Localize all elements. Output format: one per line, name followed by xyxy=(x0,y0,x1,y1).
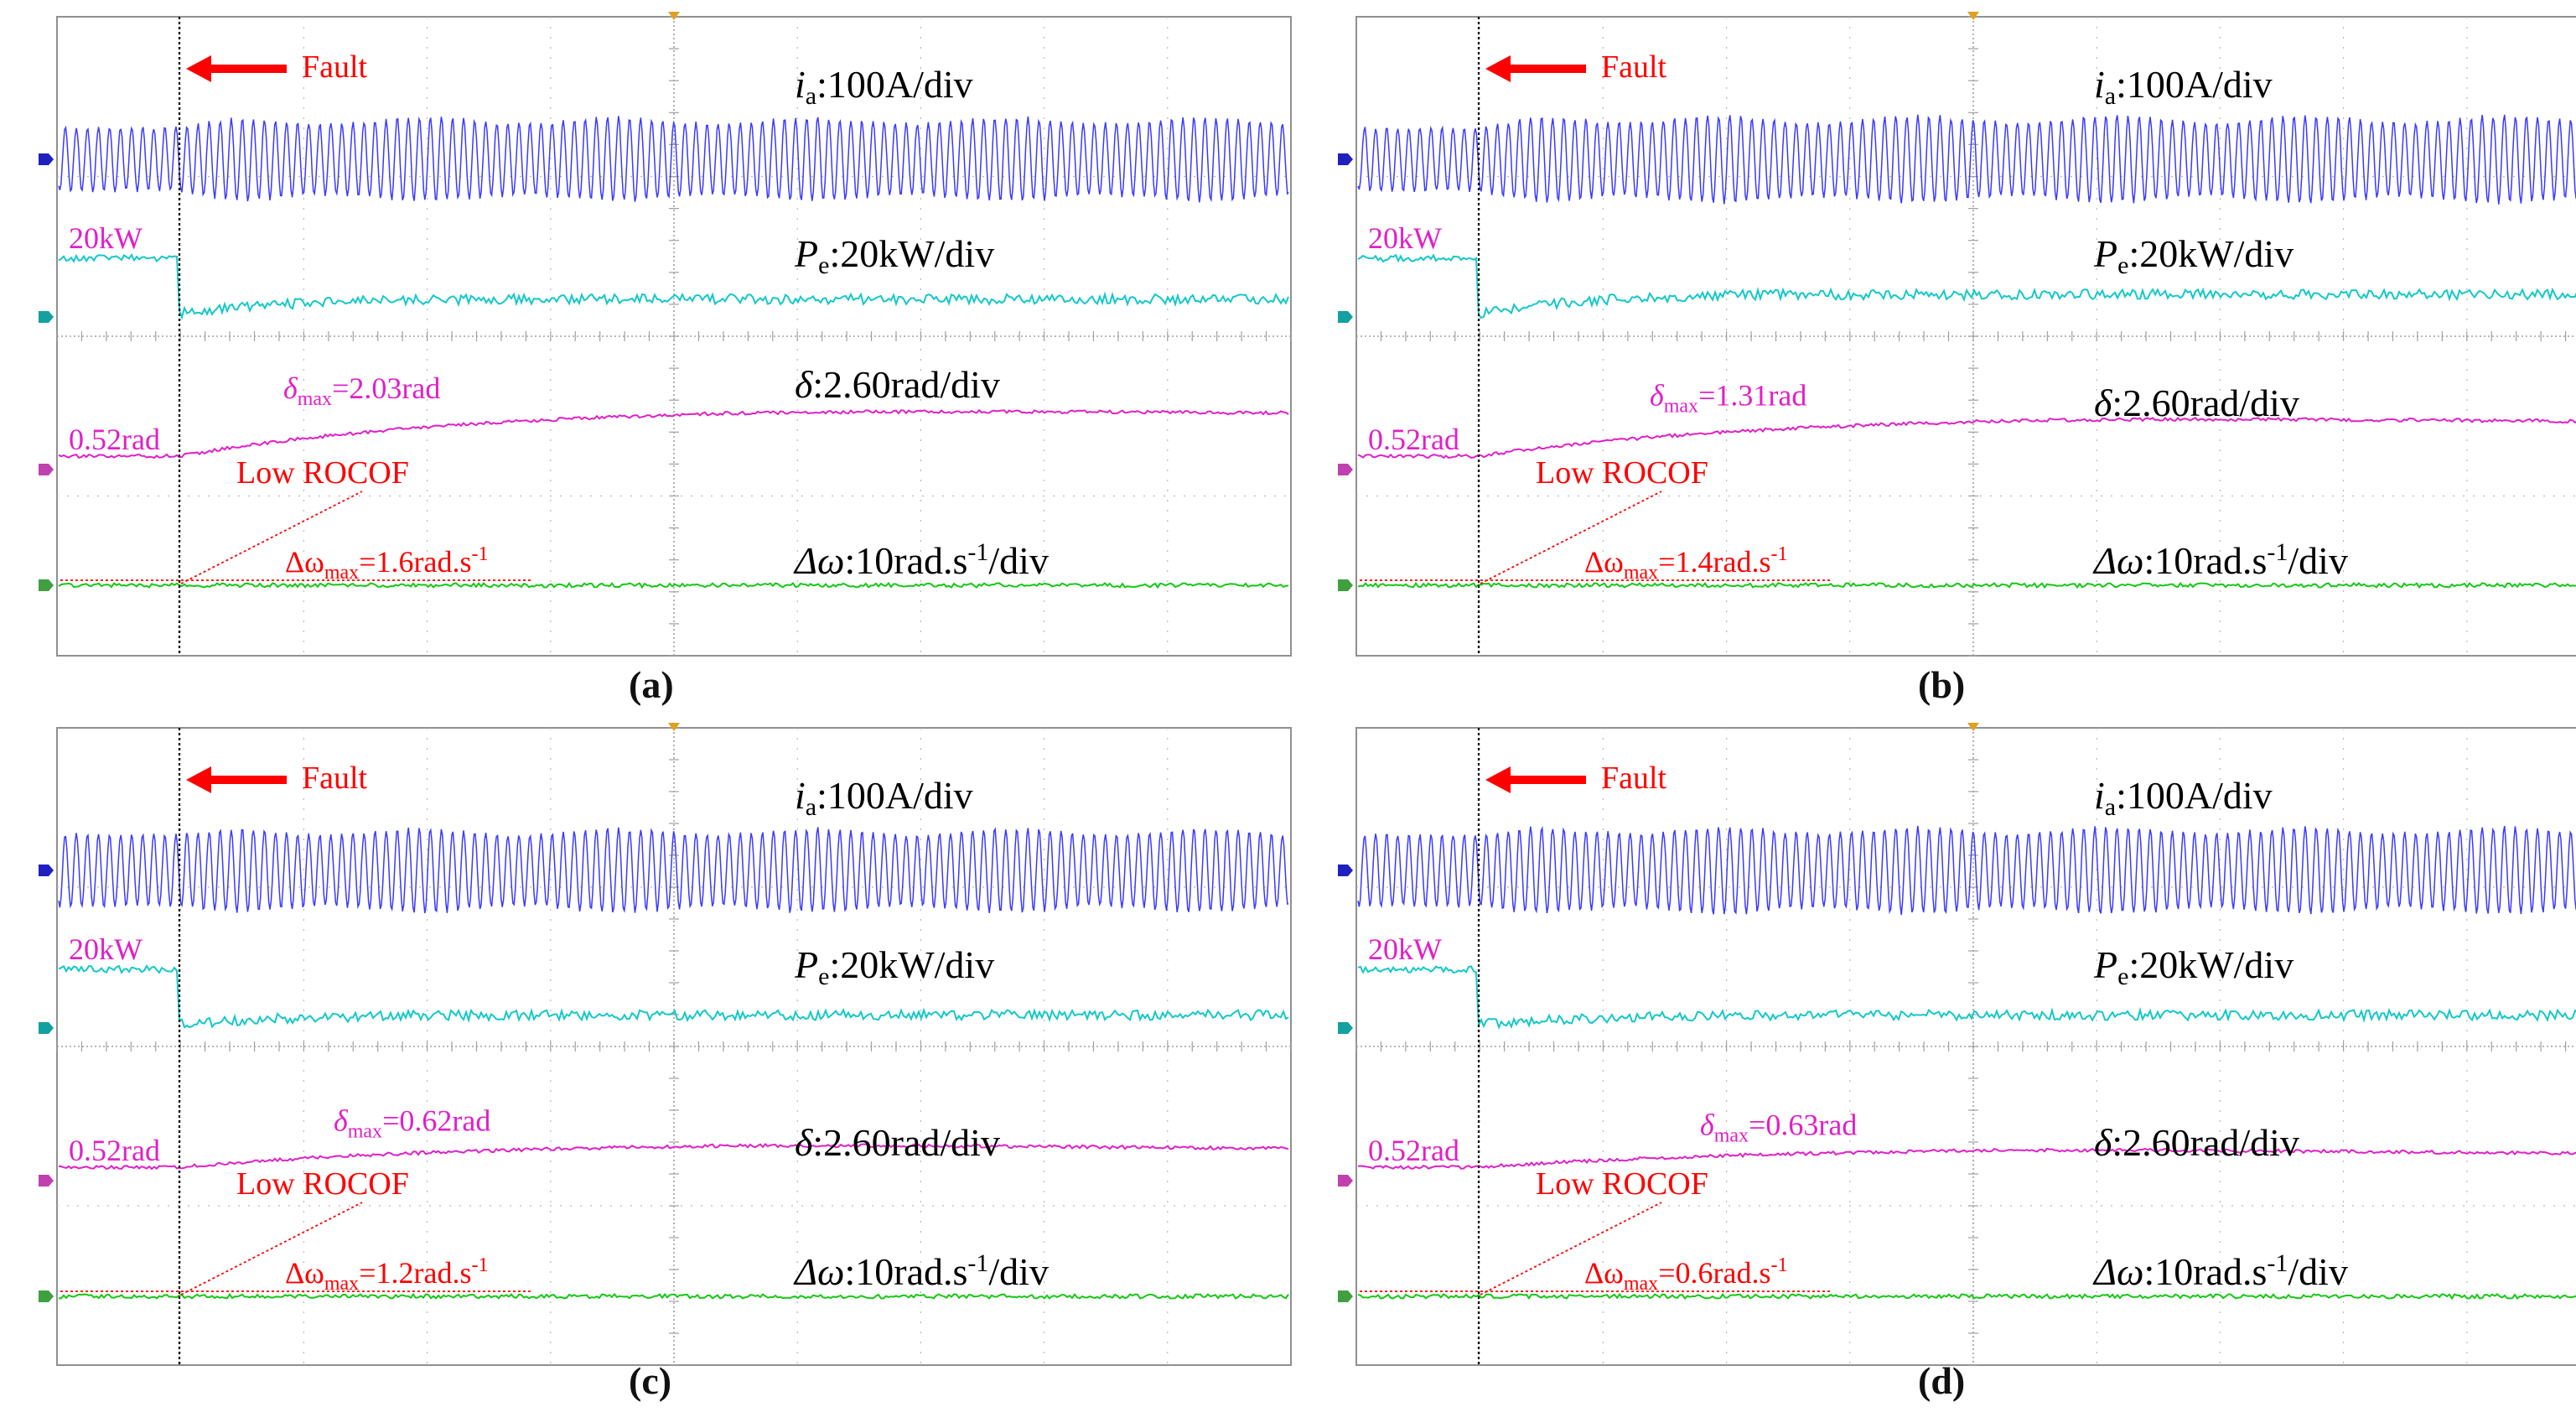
omega-max-label: Δωmax=0.6rad.s-1 xyxy=(1584,1254,1787,1295)
delta-trace xyxy=(58,408,1289,460)
delta-max-label: δmax=2.03rad xyxy=(283,371,440,410)
delta-trace xyxy=(1357,416,2576,460)
fault-label: Fault xyxy=(302,49,368,85)
ch2-marker xyxy=(39,311,54,323)
ia-trace xyxy=(1357,825,2576,916)
trigger-marker xyxy=(668,12,680,20)
ch4-marker xyxy=(39,579,54,591)
delta-initial-label: 0.52rad xyxy=(69,1134,160,1167)
omega-max-label: Δωmax=1.2rad.s-1 xyxy=(285,1254,488,1295)
delta-initial-label: 0.52rad xyxy=(1368,1134,1459,1167)
pe-initial-label: 20kW xyxy=(69,932,143,966)
scope-frame xyxy=(1355,16,2576,657)
omega-trace xyxy=(1357,581,2576,589)
ch4-marker xyxy=(39,1290,54,1302)
pe-trace xyxy=(1357,965,2576,1031)
ch2-marker xyxy=(39,1022,54,1034)
scope-plot: Fault ia:100A/div Pe:20kW/div δ:2.60rad/div… xyxy=(1338,723,2576,1366)
pe-scale-label: Pe:20kW/div xyxy=(2093,943,2294,990)
pe-scale-label: Pe:20kW/div xyxy=(794,232,994,279)
grid xyxy=(1355,16,2576,657)
delta-trace xyxy=(58,1142,1289,1171)
fault-label: Fault xyxy=(1601,49,1667,85)
delta-scale-label: δ:2.60rad/div xyxy=(795,363,1000,406)
panel-caption: (b) xyxy=(1918,663,1966,706)
omega-scale-label: Δω:10rad.s-1/div xyxy=(793,1249,1049,1293)
ch3-marker xyxy=(39,1175,54,1187)
low-rocof-label: Low ROCOF xyxy=(236,455,409,491)
omega-scale-label: Δω:10rad.s-1/div xyxy=(793,538,1049,582)
scope-plot: Fault ia:100A/div Pe:20kW/div δ:2.60rad/div… xyxy=(39,723,1292,1366)
ia-trace xyxy=(1357,114,2576,205)
ia-trace xyxy=(58,827,1289,914)
rocof-leader-line xyxy=(1480,491,1662,584)
delta-max-label: δmax=0.63rad xyxy=(1700,1109,1857,1147)
fault-label: Fault xyxy=(302,761,368,796)
delta-scale-label: δ:2.60rad/div xyxy=(2094,382,2299,424)
rocof-leader-line xyxy=(180,1202,363,1296)
pe-trace xyxy=(58,252,1289,320)
fault-arrow xyxy=(1485,55,1586,82)
ch2-marker xyxy=(1338,1022,1353,1034)
ch1-marker xyxy=(39,153,54,165)
omega-max-label: Δωmax=1.4rad.s-1 xyxy=(1584,543,1787,584)
fault-arrow xyxy=(186,766,287,793)
ia-scale-label: ia:100A/div xyxy=(795,63,973,110)
ia-scale-label: ia:100A/div xyxy=(2094,774,2273,821)
low-rocof-label: Low ROCOF xyxy=(1536,1166,1708,1202)
panel-a: Fault ia:100A/div Pe:20kW/div δ:2.60rad/div… xyxy=(0,0,1292,713)
trigger-marker xyxy=(668,723,680,731)
delta-initial-label: 0.52rad xyxy=(69,423,160,456)
panel-caption: (c) xyxy=(629,1359,672,1402)
ch2-marker xyxy=(1338,311,1353,323)
ch3-marker xyxy=(1338,1175,1353,1187)
delta-initial-label: 0.52rad xyxy=(1368,423,1459,456)
fault-arrow xyxy=(1485,766,1586,793)
ia-scale-label: ia:100A/div xyxy=(2094,63,2273,110)
pe-initial-label: 20kW xyxy=(1368,932,1442,966)
pe-initial-label: 20kW xyxy=(1368,221,1442,255)
pe-trace xyxy=(1357,253,2576,319)
omega-trace xyxy=(58,1292,1289,1300)
panel-caption: (d) xyxy=(1918,1359,1966,1402)
omega-trace xyxy=(1357,1292,2576,1301)
omega-scale-label: Δω:10rad.s-1/div xyxy=(2092,1249,2348,1293)
trigger-marker xyxy=(1967,12,1979,20)
low-rocof-label: Low ROCOF xyxy=(236,1166,409,1202)
ch1-marker xyxy=(1338,153,1353,165)
pe-initial-label: 20kW xyxy=(69,221,143,255)
delta-scale-label: δ:2.60rad/div xyxy=(2094,1121,2299,1164)
fault-label: Fault xyxy=(1601,761,1667,796)
omega-scale-label: Δω:10rad.s-1/div xyxy=(2092,538,2348,582)
scope-plot: Fault ia:100A/div Pe:20kW/div δ:2.60rad/div… xyxy=(39,12,1292,657)
panel-d: Fault ia:100A/div Pe:20kW/div δ:2.60rad/div… xyxy=(1288,713,2576,1428)
ch1-marker xyxy=(39,865,54,876)
delta-max-label: δmax=1.31rad xyxy=(1650,379,1806,418)
low-rocof-label: Low ROCOF xyxy=(1536,455,1708,491)
delta-trace xyxy=(1357,1147,2576,1171)
ch3-marker xyxy=(1338,464,1353,475)
rocof-leader-line xyxy=(180,491,363,584)
ia-trace xyxy=(58,116,1289,203)
ch4-marker xyxy=(1338,579,1353,591)
ch4-marker xyxy=(1338,1290,1353,1302)
panel-c: Fault ia:100A/div Pe:20kW/div δ:2.60rad/div… xyxy=(0,713,1292,1428)
scope-plot: Fault ia:100A/div Pe:20kW/div δ:2.60rad/div… xyxy=(1338,12,2576,657)
rocof-leader-line xyxy=(1480,1202,1662,1296)
ch3-marker xyxy=(39,464,54,475)
pe-scale-label: Pe:20kW/div xyxy=(794,943,994,990)
delta-max-label: δmax=0.62rad xyxy=(334,1104,490,1143)
ch1-marker xyxy=(1338,865,1353,876)
fault-arrow xyxy=(186,55,287,82)
delta-scale-label: δ:2.60rad/div xyxy=(795,1121,1000,1164)
omega-max-label: Δωmax=1.6rad.s-1 xyxy=(285,543,488,584)
omega-trace xyxy=(58,581,1289,589)
panel-b: Fault ia:100A/div Pe:20kW/div δ:2.60rad/div… xyxy=(1288,0,2576,713)
panel-caption: (a) xyxy=(629,663,674,706)
ia-scale-label: ia:100A/div xyxy=(795,774,973,821)
trigger-marker xyxy=(1967,723,1979,731)
pe-scale-label: Pe:20kW/div xyxy=(2093,232,2294,279)
pe-trace xyxy=(58,964,1289,1029)
